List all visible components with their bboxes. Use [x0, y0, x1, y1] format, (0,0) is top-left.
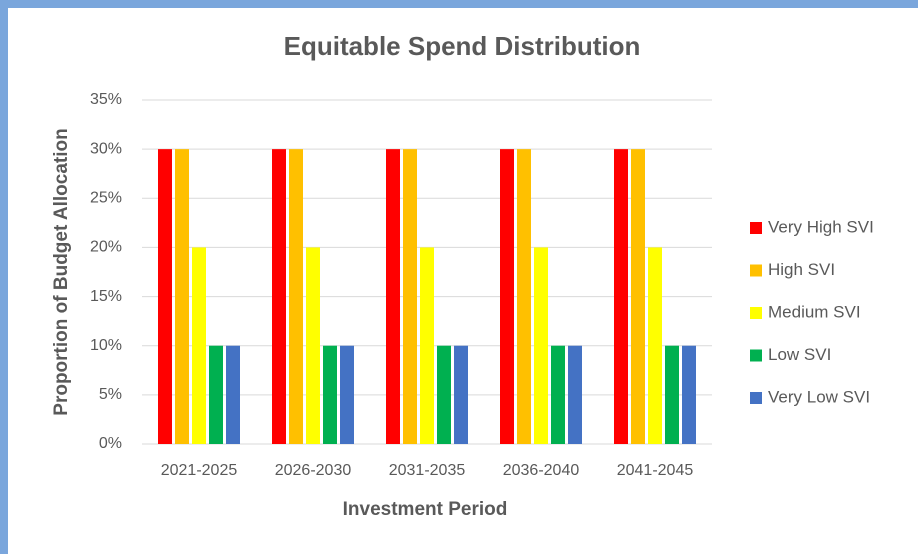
bar — [386, 149, 400, 444]
bar — [420, 247, 434, 444]
y-tick-label: 5% — [99, 386, 122, 403]
bar — [631, 149, 645, 444]
bar — [665, 345, 679, 444]
bar — [340, 345, 354, 444]
bar — [568, 345, 582, 444]
y-tick-label: 30% — [90, 140, 122, 157]
x-tick-label: 2026-2030 — [275, 462, 352, 479]
y-tick-label: 15% — [90, 288, 122, 305]
y-tick-label: 25% — [90, 190, 122, 207]
bar — [551, 345, 565, 444]
x-tick-label: 2041-2045 — [617, 462, 694, 479]
bar — [306, 247, 320, 444]
bar — [648, 247, 662, 444]
bar — [517, 149, 531, 444]
bar — [323, 345, 337, 444]
bar — [682, 345, 696, 444]
bar — [192, 247, 206, 444]
bar — [226, 345, 240, 444]
chart-title: Equitable Spend Distribution — [284, 31, 641, 61]
legend-swatch — [750, 349, 762, 362]
bar — [158, 149, 172, 444]
bar — [614, 149, 628, 444]
x-tick-label: 2021-2025 — [161, 462, 238, 479]
y-tick-label: 20% — [90, 239, 122, 256]
legend-swatch — [750, 307, 762, 319]
y-tick-label: 35% — [90, 91, 122, 108]
bar — [175, 149, 189, 444]
bar — [454, 345, 468, 444]
legend-label: High SVI — [768, 260, 835, 279]
x-axis-title: Investment Period — [343, 499, 508, 520]
bar — [209, 345, 223, 444]
legend-swatch — [750, 222, 762, 234]
legend-label: Very Low SVI — [768, 387, 870, 406]
legend-swatch — [750, 392, 762, 404]
x-tick-label: 2036-2040 — [503, 462, 580, 479]
legend-swatch — [750, 264, 762, 277]
x-tick-label: 2031-2035 — [389, 462, 466, 479]
bar — [500, 149, 514, 444]
y-tick-label: 0% — [99, 435, 122, 452]
bar — [289, 149, 303, 444]
legend-label: Low SVI — [768, 345, 831, 364]
bar — [272, 149, 286, 444]
y-axis-title: Proportion of Budget Allocation — [51, 128, 72, 415]
bar — [534, 247, 548, 444]
legend-label: Very High SVI — [768, 217, 874, 236]
bar — [437, 345, 451, 444]
y-tick-label: 10% — [90, 337, 122, 354]
bar — [403, 149, 417, 444]
legend-label: Medium SVI — [768, 302, 861, 321]
